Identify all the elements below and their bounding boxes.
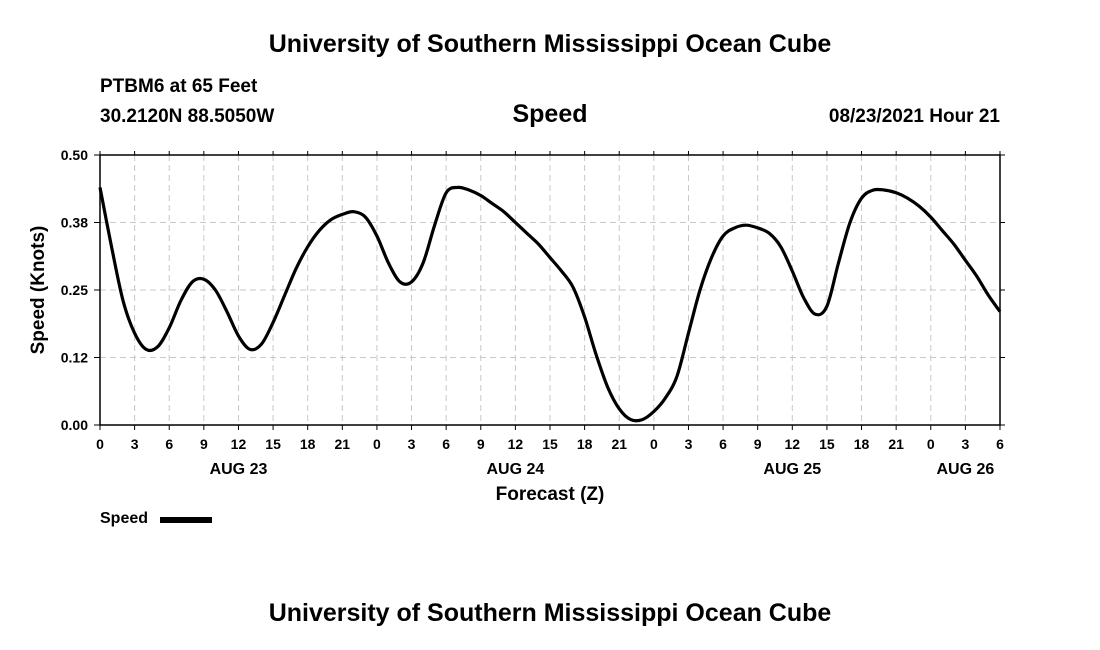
x-tick-label: 18 (300, 436, 316, 452)
x-tick-label: 6 (996, 436, 1004, 452)
x-tick-label: 21 (888, 436, 904, 452)
x-tick-label: 9 (200, 436, 208, 452)
x-tick-label: 15 (265, 436, 281, 452)
date-label: AUG 26 (936, 461, 994, 478)
x-tick-label: 18 (577, 436, 593, 452)
x-tick-label: 12 (231, 436, 247, 452)
x-tick-label: 12 (785, 436, 801, 452)
y-tick-label: 0.25 (61, 282, 88, 298)
x-tick-label: 3 (961, 436, 969, 452)
x-tick-label: 12 (508, 436, 524, 452)
date-label: AUG 25 (763, 461, 821, 478)
x-tick-label: 0 (927, 436, 935, 452)
coordinates-label: 30.2120N 88.5050W (100, 106, 275, 127)
chart-title-top: University of Southern Mississippi Ocean… (268, 30, 832, 58)
y-tick-label: 0.00 (61, 417, 88, 433)
x-axis-title: Forecast (Z) (496, 484, 605, 505)
x-tick-label: 9 (754, 436, 762, 452)
x-tick-label: 0 (650, 436, 658, 452)
y-tick-label: 0.38 (61, 215, 88, 231)
x-tick-label: 0 (373, 436, 381, 452)
station-label: PTBM6 at 65 Feet (100, 76, 258, 97)
x-tick-label: 3 (685, 436, 693, 452)
date-label: AUG 23 (210, 461, 268, 478)
timestamp-label: 08/23/2021 Hour 21 (828, 106, 1000, 127)
x-tick-label: 15 (542, 436, 558, 452)
x-tick-label: 3 (131, 436, 139, 452)
x-tick-label: 0 (96, 436, 104, 452)
x-tick-label: 9 (477, 436, 485, 452)
x-tick-label: 21 (335, 436, 351, 452)
legend-swatch (160, 517, 212, 523)
chart-title-bottom: University of Southern Mississippi Ocean… (268, 599, 832, 627)
legend-label: Speed (100, 510, 149, 527)
x-tick-label: 18 (854, 436, 870, 452)
x-tick-label: 15 (819, 436, 835, 452)
x-tick-label: 6 (165, 436, 173, 452)
y-axis-title: Speed (Knots) (28, 226, 49, 355)
variable-title: Speed (512, 100, 588, 128)
x-tick-label: 6 (442, 436, 450, 452)
x-tick-label: 21 (611, 436, 627, 452)
date-label: AUG 24 (486, 461, 544, 478)
x-tick-label: 3 (408, 436, 416, 452)
x-tick-label: 6 (719, 436, 727, 452)
y-tick-label: 0.50 (61, 147, 88, 163)
y-tick-label: 0.12 (61, 350, 88, 366)
